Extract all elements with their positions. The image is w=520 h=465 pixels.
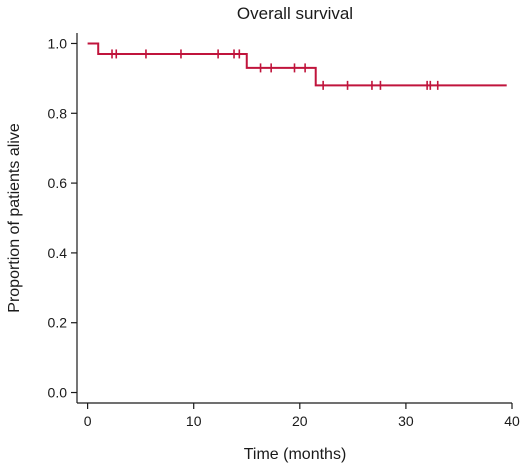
y-tick-label: 1.0: [48, 35, 68, 51]
survival-curve: [87, 42, 507, 87]
y-axis-title: Proportion of patients alive: [6, 123, 23, 313]
y-tick-label: 0.0: [48, 385, 68, 401]
y-tick-label: 0.8: [48, 105, 68, 121]
x-tick-label: 20: [292, 413, 308, 429]
y-tick-label: 0.2: [48, 315, 68, 331]
chart-title: Overall survival: [237, 4, 353, 23]
x-tick-label: 30: [398, 413, 414, 429]
axes: 0.0 0.2 0.4 0.6 0.8 1.0 0 10 20 30 40: [48, 33, 520, 429]
y-tick-label: 0.4: [48, 245, 68, 261]
x-axis-title: Time (months): [244, 446, 347, 463]
x-tick-label: 40: [504, 413, 520, 429]
x-tick-label: 0: [84, 413, 92, 429]
x-tick-label: 10: [186, 413, 202, 429]
y-tick-label: 0.6: [48, 175, 68, 191]
plot-area: [87, 42, 507, 90]
